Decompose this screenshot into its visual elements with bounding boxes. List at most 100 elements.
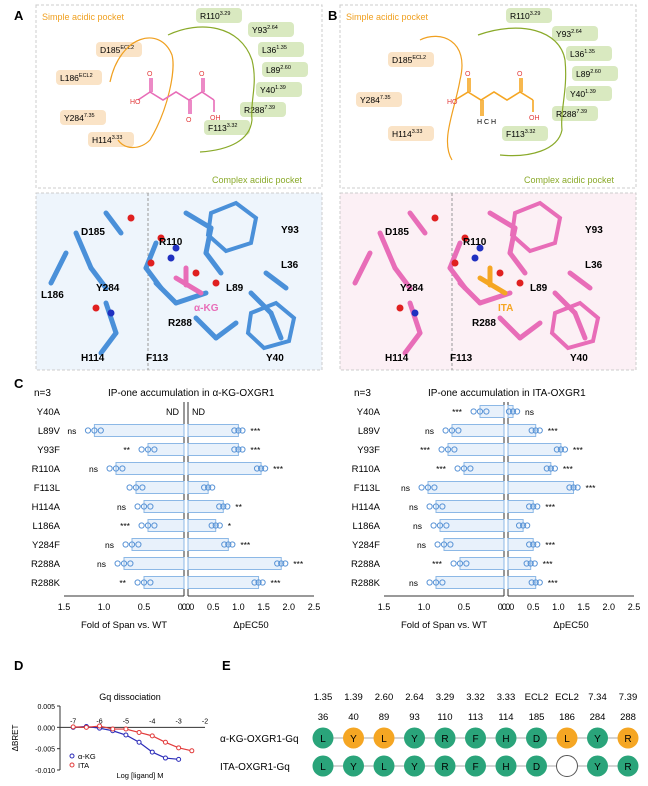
bar-chart-1-dpec50-point [509,408,517,415]
panel-a-badge-r110-bg [196,8,242,23]
bar-chart-0-fold-point [122,541,129,548]
bar-chart-0-xlabel-left: Fold of Span vs. WT [81,620,167,631]
bar-chart-1-dpec50-point [534,503,541,510]
bar-chart-1-fold-point [436,522,444,529]
panel-a-badge-f113-label: F1133.32 [208,123,237,133]
struct-a-oxygen-atom [147,259,155,267]
struct-b-oxygen-atom [396,304,404,312]
bar-chart-0-dpec50-sig: *** [293,559,304,569]
grid-residue-circle [465,755,486,777]
struct-a-residue-stick [153,280,179,306]
panel-b-badge-d185-name: D185 [392,55,413,65]
bar-chart-1-fold-point [451,446,458,453]
bar-chart-1-left-tick: 1.0 [418,602,431,612]
lineplot-series-1-line [73,725,192,752]
bar-chart-0-mutant-label: L186A [33,521,61,532]
grid-position: 89 [379,712,390,723]
struct-a-label-h114: H114 [81,353,105,364]
bar-chart-1-right-tick: 1.5 [577,602,590,612]
bar-chart-0-fold-point [112,465,120,472]
grid-residue-circle [404,727,425,749]
bar-chart-0-dpec50-bar [187,519,217,532]
bar-chart-1-dpec50-sig: *** [573,445,584,455]
bar-chart-1-fold-point [463,560,470,567]
grid-bw-number: 7.34 [588,692,607,703]
panel-b-badge-y93-label: Y932.64 [556,29,582,39]
bar-chart-0-fold-point [91,427,98,434]
bar-chart-0-dpec50-point [231,427,238,434]
lineplot-y-tick: 0.005 [37,704,55,711]
residue-comparison-grid: 1.35 1.39 2.60 2.64 3.29 3.32 3.33 ECL2 ECL2 7.34… [220,692,639,777]
bar-chart-0-fold-sig: ns [117,502,126,512]
struct-b-aromatic-ring [509,200,563,254]
struct-b-oxygen-atom [516,279,524,287]
panel-a-badge-l36: L361.35 [258,42,304,57]
grid-residue-circle [617,727,639,749]
bar-chart-0-mutant-label: Y93F [37,445,60,456]
panel-a-badge-y93-superscript: 2.64 [267,25,278,31]
panel-a-badge-l89-superscript: 2.60 [280,65,291,71]
bar-chart-0-fold-point [151,446,158,453]
panel-a-badge-y40-superscript: 1.39 [275,85,286,91]
panel-b-badge-r288-name: R288 [556,109,577,119]
bar-chart-0-dpec50-point [274,560,281,567]
panel-b-badge-l89: L892.60 [572,66,618,81]
bar-chart-1-mutant-label: R110A [352,464,381,475]
panel-a-badge-l89-label: L892.60 [266,65,291,75]
bar-chart-0-dpec50-point [235,446,242,453]
grid-residue-circle [373,755,395,777]
bar-chart-1-dpec50-point [532,579,539,586]
grid-residue-letter: Y [411,734,418,745]
grid-residue-letter: Y [350,762,357,773]
bar-chart-akg: n=3 IP-one accumulation in α-KG-OXGR1 Y40A… [31,388,320,631]
grid-position: 113 [468,712,483,723]
bar-chart-1-dpec50-bar [507,462,552,475]
bar-chart-0-fold-bar [147,519,185,532]
struct-b-label-l36: L36 [585,260,603,271]
grid-position: 114 [498,712,513,723]
struct-a-label-f113: F113 [146,353,169,364]
bar-chart-0-dpec50-point [216,503,223,510]
bar-chart-1-right-tick: 2.5 [628,602,641,612]
panel-b-badge-h114-name: H114 [392,129,412,139]
lineplot-ylabel: ΔBRET [11,725,20,752]
struct-b-residue-stick [457,280,483,306]
bar-chart-1-fold-point [467,465,474,472]
lineplot-series-1-point [83,724,89,730]
bar-chart-1-dpec50-point [526,503,533,510]
grid-residue-letter: Y [411,762,418,773]
panel-b-badge-l36: L361.35 [566,46,612,61]
panel-a-badge-r288-name: R288 [244,105,265,115]
bar-chart-0-fold-sig: ** [123,445,130,455]
panel-b-badge-y40-superscript: 1.39 [585,89,596,95]
bar-chart-0-fold-point [127,560,134,567]
grid-bw-number: 3.33 [497,692,516,703]
panel-b-badge-y93-superscript: 2.64 [571,29,582,35]
bar-chart-1-dpec50-point [557,446,565,453]
struct-b-residue-stick [402,330,423,356]
bar-chart-1-dpec50-point [543,465,550,472]
panel-label-a: A [14,8,24,23]
panel-a-badge-l186-superscript: ECL2 [79,73,93,79]
bar-chart-1-fold-sig: *** [436,464,447,474]
bar-chart-1-fold-point [455,427,462,434]
grid-residue-circle [526,727,547,749]
struct-a-ligand-label: α-KG [194,303,219,314]
grid-residue-circle [343,755,364,777]
bar-chart-0-mutant-label: H114A [32,502,61,513]
panel-b-badge-h114-superscript: 3.33 [412,129,423,135]
grid-residue-letter: R [441,762,448,773]
bar-chart-0-fold-point [84,427,92,434]
bar-chart-0-fold-bar [93,424,185,437]
panel-b-badge-f113-superscript: 3.32 [525,129,536,135]
grid-residue-circle [556,755,578,777]
lineplot-x-tick: -2 [202,718,208,725]
bar-chart-0-fold-point [134,579,141,586]
struct-a-residue-stick [193,315,219,341]
struct-a-oxygen-atom [212,279,220,287]
bar-chart-0-dpec50-sig: *** [240,540,251,550]
bar-chart-0-fold-point [140,579,148,586]
panel-b-badge-y284-label: Y2847.35 [360,95,391,105]
panel-b-badge-r288-superscript: 7.39 [576,109,587,115]
bar-chart-0-dpec50-point [262,465,269,472]
